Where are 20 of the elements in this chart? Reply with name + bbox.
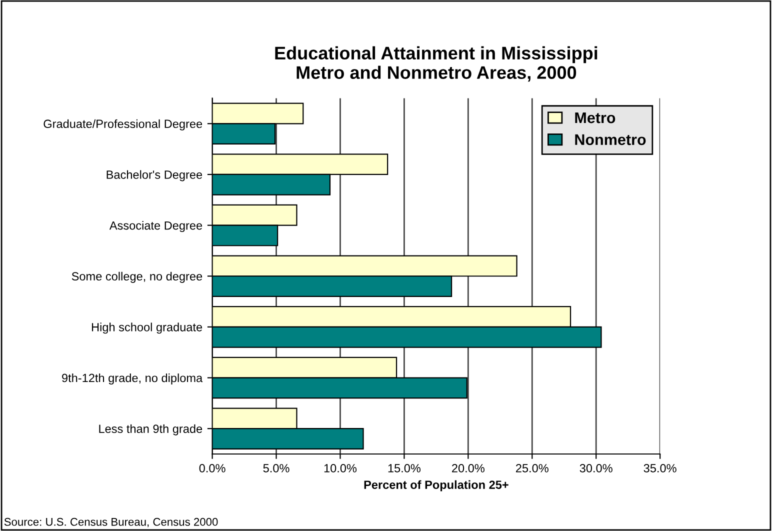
x-tick-label: 15.0% — [388, 464, 421, 472]
y-tick-label: High school graduate — [92, 322, 202, 334]
x-tick-label: 0.0% — [199, 464, 226, 472]
x-axis-title: Percent of Population 25+ — [364, 480, 508, 492]
source-note: Source: U.S. Census Bureau, Census 2000 — [4, 518, 218, 528]
x-tick-label: 25.0% — [516, 464, 548, 472]
y-tick-label: Associate Degree — [109, 221, 202, 232]
x-tick-label: 30.0% — [580, 464, 612, 472]
y-tick-label: Some college, no degree — [72, 272, 202, 283]
chart-title: Educational Attainment in Mississippi Metro and Nonmetro Areas, 2000 — [275, 46, 598, 82]
y-tick-label: Graduate/Professional Degree — [44, 119, 202, 130]
legend-label: Nonmetro — [575, 134, 646, 146]
y-tick-label: Bachelor's Degree — [106, 170, 202, 182]
x-tick-label: 10.0% — [324, 464, 357, 472]
y-tick-label: Less than 9th grade — [99, 424, 202, 436]
x-tick-label: 5.0% — [263, 464, 290, 472]
x-tick-label: 20.0% — [452, 464, 484, 472]
y-tick-label: 9th-12th grade, no diploma — [62, 373, 203, 384]
x-tick-label: 35.0% — [644, 464, 676, 472]
legend-label: Metro — [575, 112, 616, 124]
